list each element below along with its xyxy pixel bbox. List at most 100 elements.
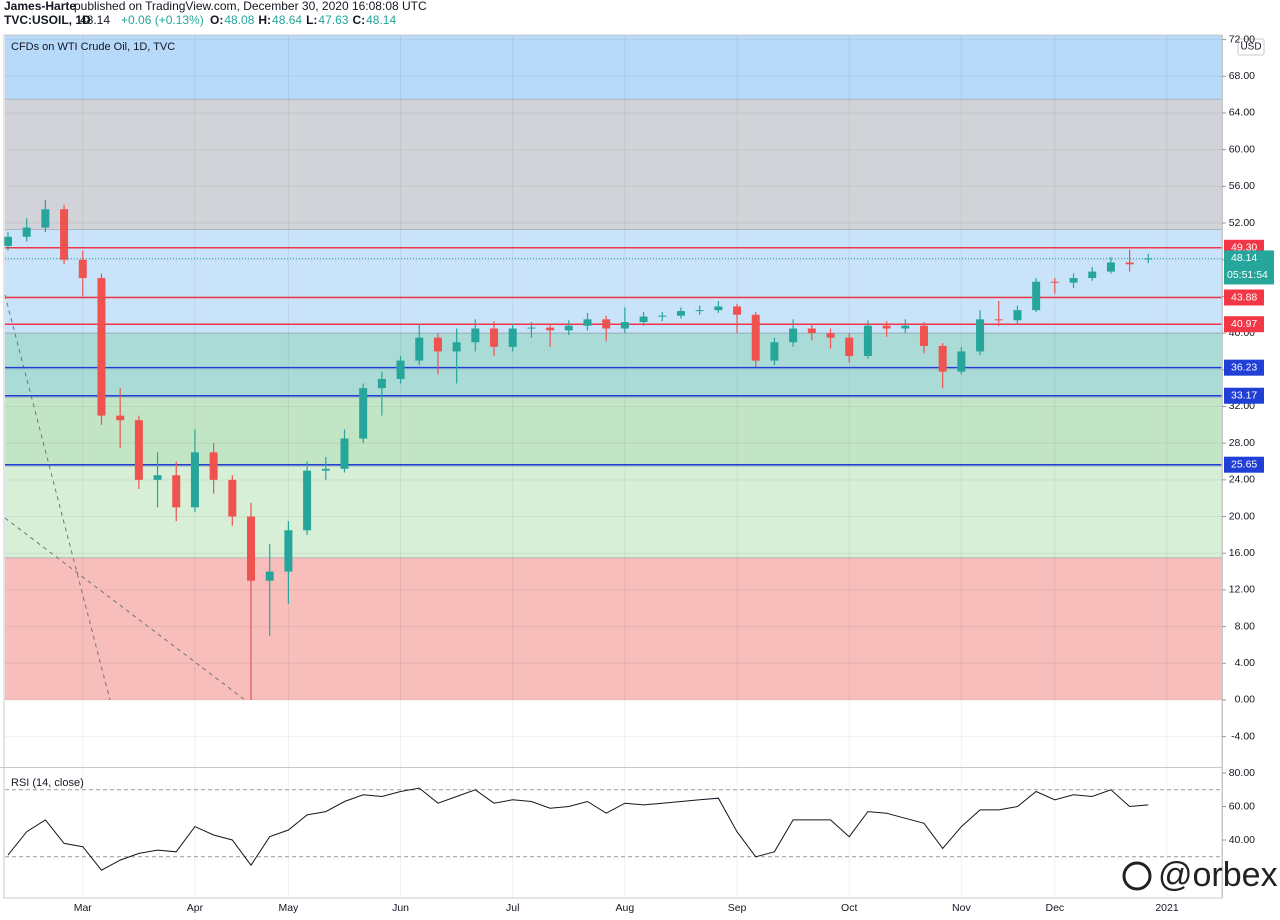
author: James-Harte bbox=[4, 0, 76, 13]
x-tick-label: 2021 bbox=[1155, 902, 1179, 914]
y-tick-label: 72.00 bbox=[1229, 33, 1255, 45]
candle-body bbox=[22, 227, 31, 237]
candle-body bbox=[1013, 310, 1022, 321]
y-tick-label: 56.00 bbox=[1229, 180, 1255, 192]
candle-body bbox=[695, 310, 704, 312]
x-tick-label: Nov bbox=[952, 902, 971, 914]
ohlc-key: O: bbox=[210, 13, 223, 27]
candle-body bbox=[190, 452, 199, 508]
x-tick-label: Mar bbox=[74, 902, 93, 914]
last-price-label: 48.14 bbox=[1231, 252, 1257, 264]
candle-body bbox=[676, 311, 685, 316]
y-tick-label: 0.00 bbox=[1235, 694, 1256, 706]
zone bbox=[5, 466, 1222, 558]
ohlc-legend: O: 48.08 H: 48.64 L: 47.63 C: 48.14 bbox=[210, 13, 396, 27]
chart-title: CFDs on WTI Crude Oil, 1D, TVC bbox=[11, 41, 175, 53]
trendline bbox=[4, 517, 246, 701]
marks bbox=[4, 200, 1222, 871]
x-tick-label: Jun bbox=[392, 902, 409, 914]
candle-body bbox=[639, 316, 648, 323]
candle-body bbox=[1050, 281, 1059, 283]
candle-body bbox=[396, 360, 405, 379]
candle-body bbox=[1032, 281, 1041, 311]
panes bbox=[5, 34, 1222, 898]
candle-body bbox=[284, 530, 293, 572]
candle-body bbox=[994, 319, 1003, 321]
change: +0.06 (+0.13%) bbox=[121, 13, 204, 27]
y-tick-label: 20.00 bbox=[1229, 510, 1255, 522]
level-badge bbox=[1224, 289, 1264, 306]
level-label: 33.17 bbox=[1231, 390, 1257, 402]
candle-body bbox=[845, 337, 854, 357]
y-tick-label: 68.00 bbox=[1229, 70, 1255, 82]
level-label: 25.65 bbox=[1231, 458, 1257, 470]
candle-body bbox=[4, 236, 12, 246]
y-tick-label: 4.00 bbox=[1235, 657, 1256, 669]
candle-body bbox=[1144, 258, 1153, 260]
candle-body bbox=[359, 388, 368, 439]
candle-body bbox=[97, 278, 106, 416]
candle-body bbox=[807, 328, 816, 334]
level-badge bbox=[1224, 456, 1264, 473]
level-label: 43.88 bbox=[1231, 291, 1257, 303]
zone bbox=[5, 35, 1222, 100]
y-tick-label: 40.00 bbox=[1229, 834, 1255, 846]
ohlc-value: 48.08 bbox=[224, 13, 254, 27]
candle-body bbox=[863, 325, 872, 357]
level-badge bbox=[1224, 316, 1264, 333]
candle-body bbox=[153, 475, 162, 480]
x-tick-label: Apr bbox=[187, 902, 204, 914]
rsi-title: RSI (14, close) bbox=[11, 777, 84, 789]
candle-body bbox=[901, 325, 910, 329]
x-tick-label: Jul bbox=[506, 902, 519, 914]
candle-body bbox=[377, 378, 386, 389]
watermark: @orbex bbox=[1158, 856, 1278, 894]
level-badge bbox=[1224, 359, 1264, 376]
candle-body bbox=[1088, 271, 1097, 279]
symbol: TVC:USOIL, 1D bbox=[4, 13, 91, 27]
candle-body bbox=[1106, 262, 1115, 272]
candle-body bbox=[508, 328, 517, 347]
x-tick-label: Dec bbox=[1045, 902, 1064, 914]
candle-body bbox=[321, 468, 330, 471]
zone bbox=[5, 333, 1222, 398]
ohlc-value: 48.64 bbox=[272, 13, 302, 27]
y-tick-label: 64.00 bbox=[1229, 107, 1255, 119]
zone bbox=[5, 229, 1222, 334]
candle-body bbox=[733, 306, 742, 315]
level-label: 40.97 bbox=[1231, 318, 1257, 330]
x-tick-label: May bbox=[278, 902, 299, 914]
currency: USD bbox=[1240, 42, 1261, 53]
candle-body bbox=[490, 328, 499, 347]
candle-body bbox=[602, 319, 611, 329]
x-tick-label: Aug bbox=[616, 902, 635, 914]
candle-body bbox=[303, 470, 312, 531]
zone bbox=[5, 99, 1222, 230]
ohlc-key: C: bbox=[352, 13, 365, 27]
level-label: 36.23 bbox=[1231, 361, 1257, 373]
candle-body bbox=[247, 516, 256, 581]
candle-body bbox=[527, 327, 536, 329]
candle-body bbox=[770, 342, 779, 361]
candle-body bbox=[471, 328, 480, 343]
ohlc-value: 47.63 bbox=[318, 13, 348, 27]
y-tick-label: 52.00 bbox=[1229, 217, 1255, 229]
published: published on TradingView.com, December 3… bbox=[74, 0, 427, 13]
candle-body bbox=[172, 475, 181, 508]
candle-body bbox=[620, 322, 629, 329]
y-tick-label: 28.00 bbox=[1229, 437, 1255, 449]
countdown: 05:51:54 bbox=[1227, 269, 1268, 281]
chart-frame bbox=[3, 34, 1223, 899]
pane-separator bbox=[0, 767, 1222, 768]
candle-body bbox=[938, 345, 947, 372]
x-tick-label: Oct bbox=[841, 902, 857, 914]
watermark-icon bbox=[1122, 861, 1152, 891]
ohlc-key: H: bbox=[258, 13, 271, 27]
candle-body bbox=[134, 420, 143, 480]
candle-body bbox=[228, 479, 237, 517]
candle-body bbox=[78, 259, 87, 279]
y-tick-label: 12.00 bbox=[1229, 584, 1255, 596]
candle-body bbox=[826, 333, 835, 338]
candle-body bbox=[1125, 262, 1134, 265]
